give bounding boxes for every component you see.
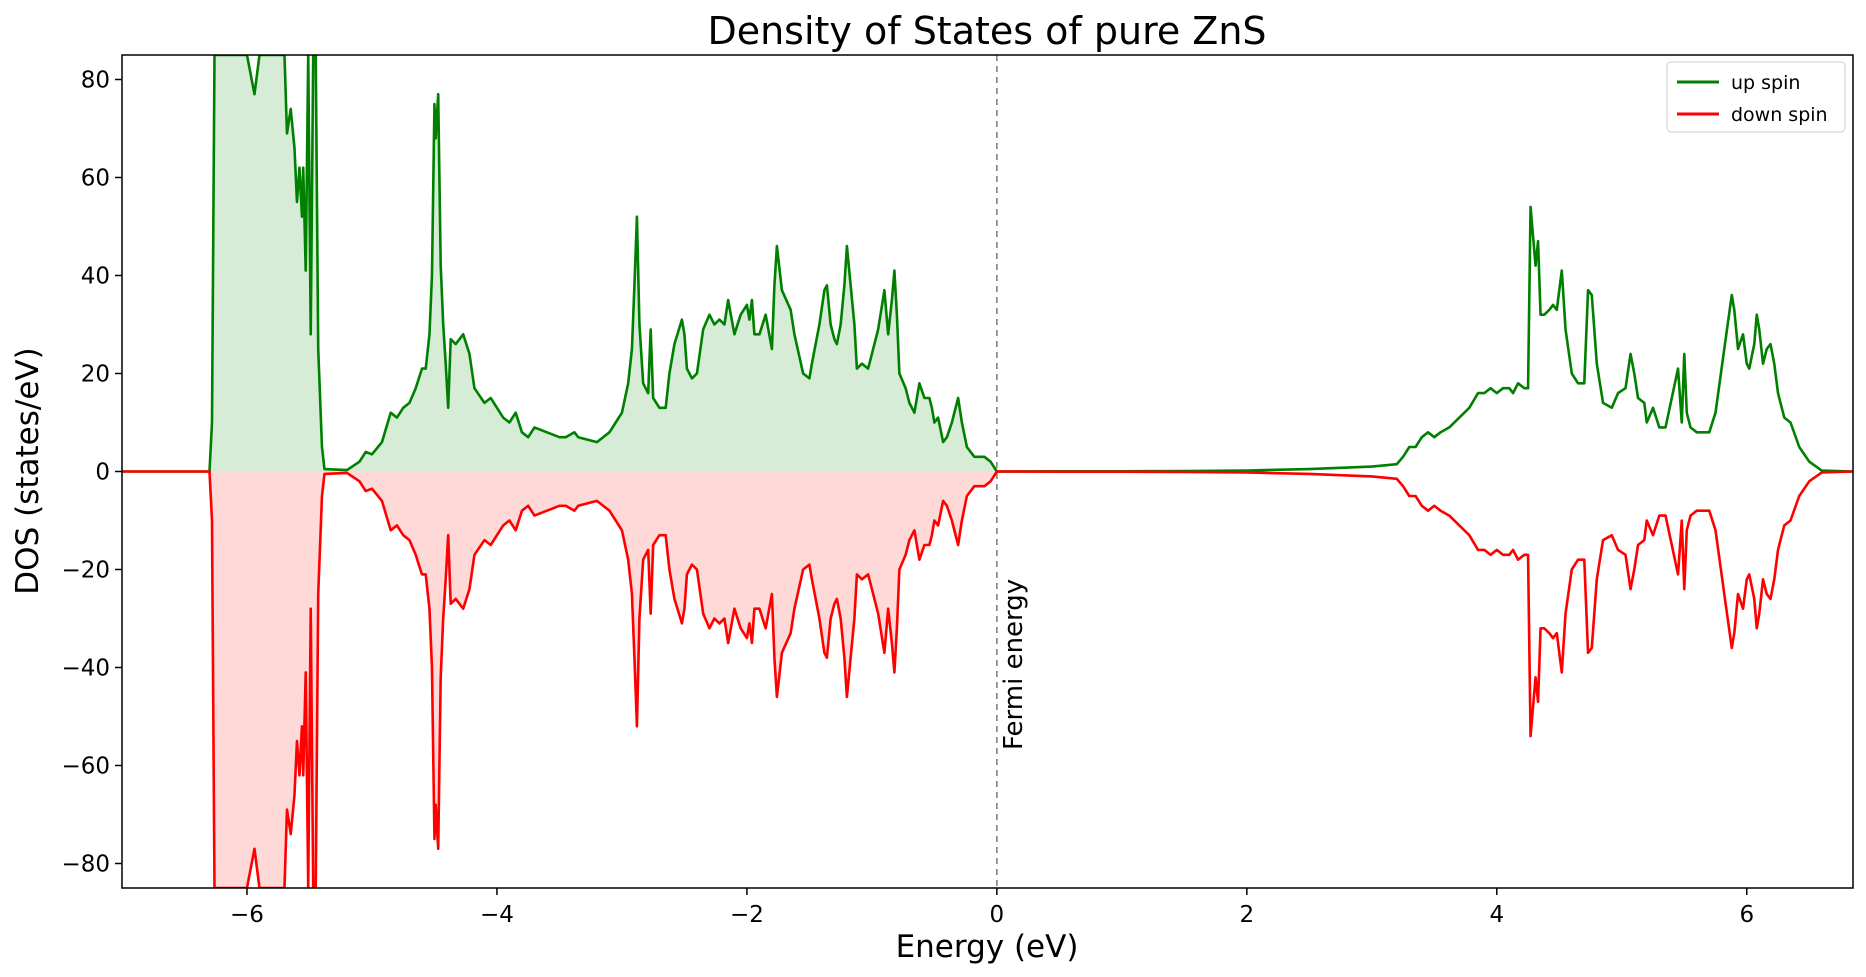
x-tick-label: −6 xyxy=(230,902,264,928)
y-tick-label: 40 xyxy=(81,264,110,290)
x-axis-label: Energy (eV) xyxy=(896,929,1079,965)
down-spin-line xyxy=(122,470,1853,888)
x-tick-label: −4 xyxy=(480,902,514,928)
y-tick-label: 20 xyxy=(81,362,110,388)
y-tick-label: 60 xyxy=(81,166,110,192)
x-tick-label: 4 xyxy=(1489,902,1504,928)
y-tick-label: −60 xyxy=(61,754,110,780)
legend-label-up-spin: up spin xyxy=(1731,72,1800,94)
x-tick-label: −2 xyxy=(730,902,764,928)
fermi-energy-annotation: Fermi energy xyxy=(999,579,1029,750)
y-axis: 80 60 40 20 0 −20 −40 −60 −80 xyxy=(61,68,122,878)
legend-label-down-spin: down spin xyxy=(1731,104,1828,126)
legend: up spin down spin xyxy=(1666,61,1846,133)
y-tick-label: 0 xyxy=(95,460,110,486)
y-tick-label: 80 xyxy=(81,68,110,94)
up-spin-line xyxy=(122,55,1853,473)
x-tick-label: 6 xyxy=(1739,902,1754,928)
x-axis: −6 −4 −2 0 2 4 6 xyxy=(230,888,1754,928)
plot-area xyxy=(122,55,1853,888)
y-tick-label: −20 xyxy=(61,558,110,584)
y-axis-label: DOS (states/eV) xyxy=(10,347,46,594)
down-spin-fill xyxy=(209,471,997,888)
x-tick-label: 2 xyxy=(1240,902,1255,928)
y-tick-label: −80 xyxy=(61,852,110,878)
chart-title: Density of States of pure ZnS xyxy=(707,9,1266,53)
up-spin-fill xyxy=(209,55,997,472)
x-tick-label: 0 xyxy=(990,902,1005,928)
y-tick-label: −40 xyxy=(61,656,110,682)
